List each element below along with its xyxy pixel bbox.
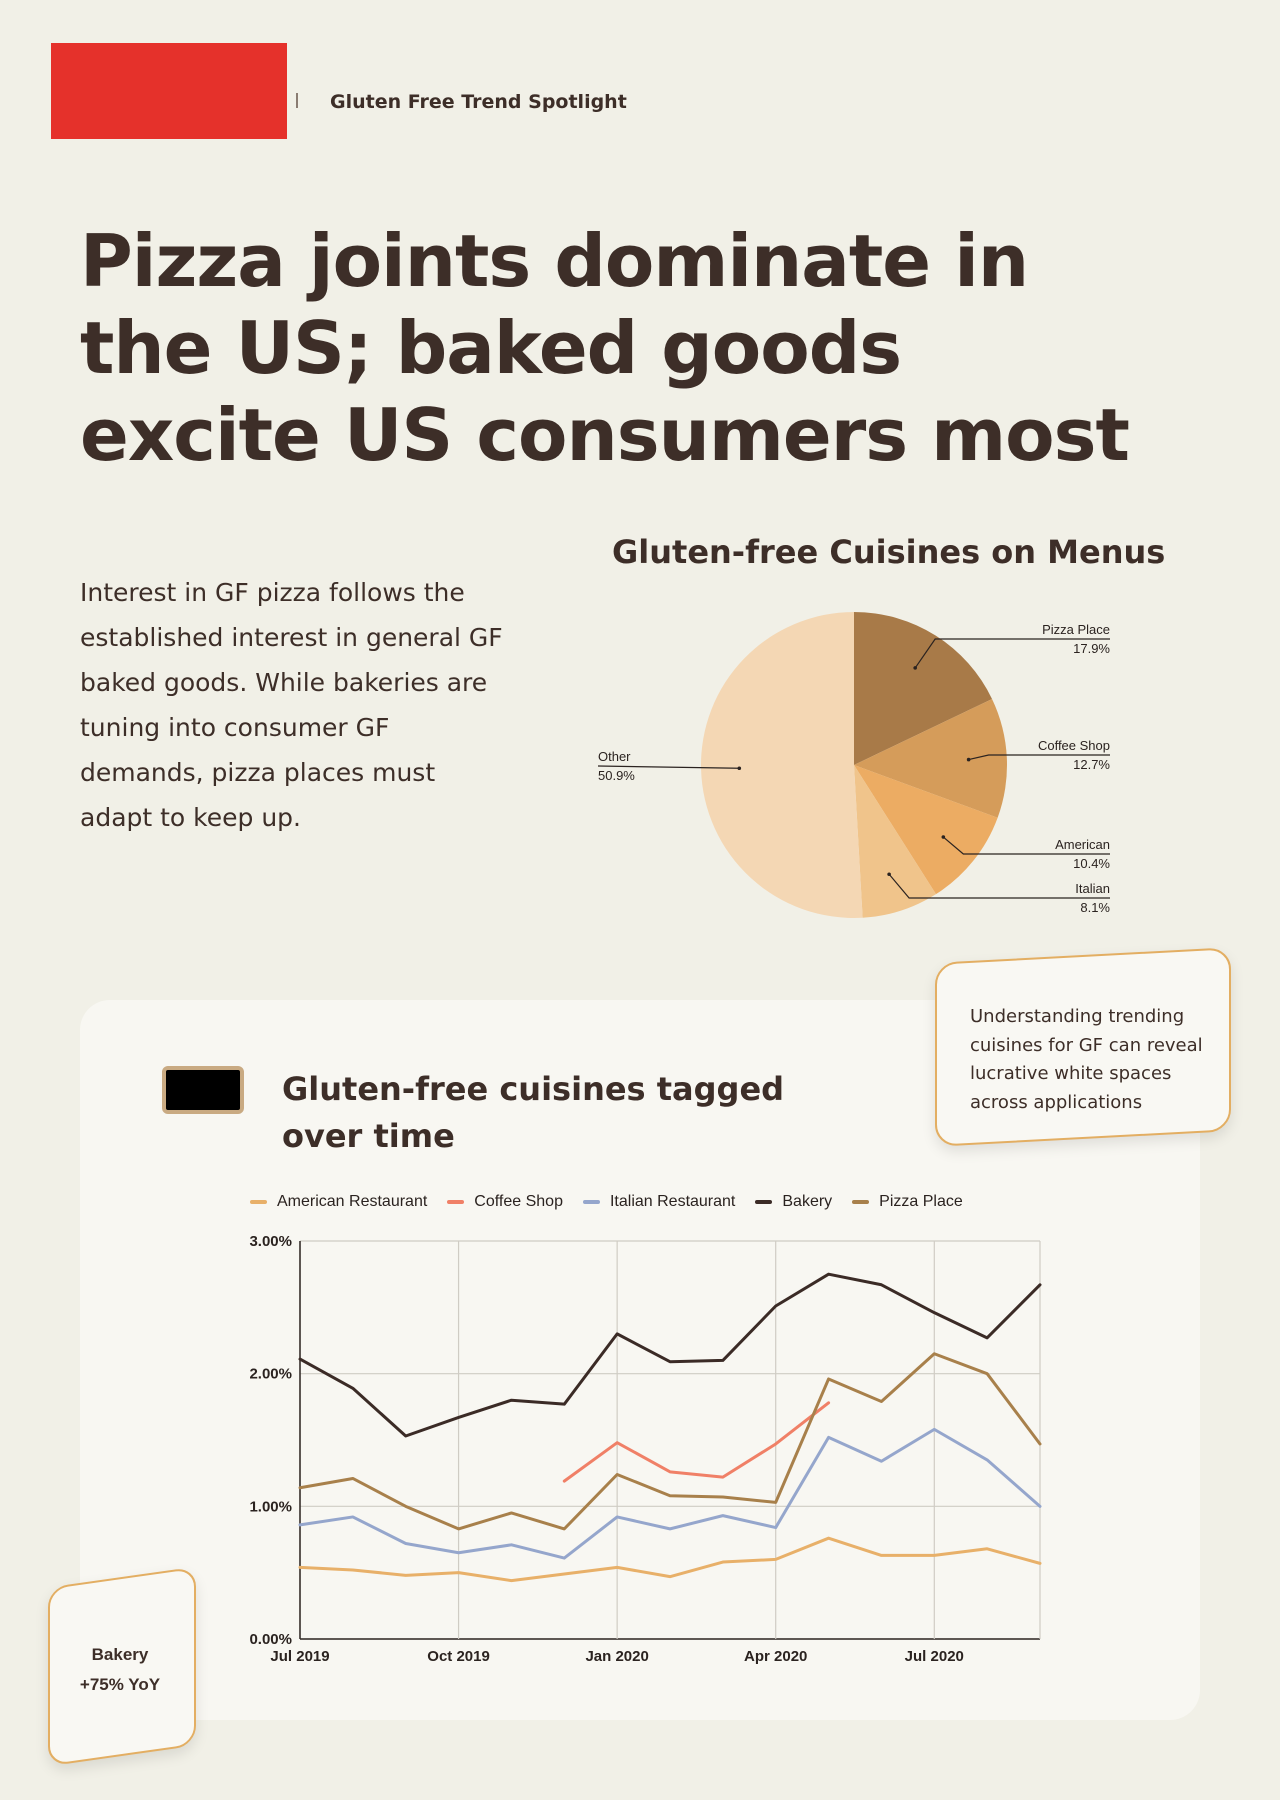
pie-value-coffee-shop: 12.7% [1073, 757, 1110, 772]
pie-value-italian: 8.1% [1080, 900, 1110, 915]
legend-swatch-coffee-shop [447, 1200, 465, 1204]
legend-label-american-restaurant: American Restaurant [277, 1193, 428, 1210]
pie-leader-dot-pizza-place [913, 666, 917, 670]
series-line-bakery [298, 1272, 1042, 1438]
legend-item-coffee-shop: Coffee Shop [447, 1193, 563, 1211]
intro-paragraph: Interest in GF pizza follows the establi… [80, 578, 503, 832]
legend-item-italian-restaurant: Italian Restaurant [582, 1193, 736, 1211]
x-tick-label: Oct 2019 [427, 1648, 490, 1665]
series-line-coffee-shop [562, 1401, 831, 1483]
pie-label-american: American [1055, 837, 1110, 852]
pie-leader-other [597, 765, 740, 769]
pie-leader-american [942, 836, 1110, 855]
pie-chart: Pizza Place 17.9% Coffee Shop 12.7% American… [597, 612, 1110, 918]
callout-text: Understanding trending cuisines for GF c… [970, 1006, 1203, 1113]
legend-label-coffee-shop: Coffee Shop [474, 1193, 563, 1210]
legend-item-american-restaurant: American Restaurant [250, 1193, 427, 1211]
pie-slice-american [854, 765, 998, 895]
pie-label-other: Other [598, 749, 631, 764]
yoy-badge [48, 1566, 196, 1767]
pie-leader-dot-italian [887, 872, 891, 877]
pie-leader-dot-other [737, 766, 742, 771]
pie-leader-coffee-shop [968, 754, 1110, 761]
line-chart-title: Gluten-free cuisines tagged over time [282, 1070, 785, 1155]
legend-label-italian-restaurant: Italian Restaurant [609, 1193, 736, 1210]
pie-slice-pizza-place [854, 612, 993, 765]
legend-swatch-american-restaurant [250, 1200, 267, 1204]
line-chart: 0.00% 1.00% 2.00% 3.00% Jul 2019 Oct 2019 Jan … [249, 1233, 1042, 1665]
pie-slice-italian [854, 765, 936, 918]
series-line-italian-restaurant [298, 1427, 1042, 1560]
legend-swatch-bakery [755, 1200, 773, 1204]
card-icon [162, 1066, 244, 1114]
y-tick-label: 2.00% [249, 1366, 292, 1383]
pie-leader-dot-american [941, 835, 946, 839]
page-headline: Pizza joints dominate in the US; baked g… [80, 219, 1130, 477]
line-chart-legend: American Restaurant Coffee Shop Italian Re… [250, 1193, 963, 1211]
pie-value-other: 50.9% [598, 768, 635, 783]
pie-value-pizza-place: 17.9% [1073, 641, 1110, 656]
pie-leader-pizza-place [914, 638, 1110, 669]
header-divider [296, 93, 298, 108]
yoy-badge-value: +75% YoY [79, 1675, 161, 1694]
legend-item-bakery: Bakery [755, 1193, 832, 1211]
x-tick-label: Jan 2020 [585, 1648, 648, 1665]
yoy-badge-label: Bakery [91, 1645, 149, 1664]
series-line-pizza-place [298, 1352, 1042, 1531]
series-line-american-restaurant [298, 1536, 1042, 1583]
pie-label-coffee-shop: Coffee Shop [1038, 738, 1110, 753]
pie-leader-dot-coffee-shop [966, 757, 971, 762]
pie-label-pizza-place: Pizza Place [1042, 622, 1110, 637]
pie-slice-coffee-shop [854, 698, 1007, 818]
pie-chart-title: Gluten-free Cuisines on Menus [612, 533, 1166, 571]
pie-slice-other [701, 612, 863, 918]
legend-swatch-pizza-place [852, 1200, 870, 1204]
legend-item-pizza-place: Pizza Place [852, 1193, 963, 1211]
y-tick-label: 0.00% [249, 1631, 292, 1648]
x-tick-label: Jul 2020 [905, 1648, 964, 1665]
y-tick-label: 3.00% [249, 1233, 292, 1250]
header-title: Gluten Free Trend Spotlight [330, 91, 627, 113]
legend-label-bakery: Bakery [782, 1193, 833, 1210]
pie-label-italian: Italian [1075, 881, 1110, 896]
legend-label-pizza-place: Pizza Place [879, 1193, 963, 1210]
brand-block [51, 43, 287, 139]
legend-swatch-italian-restaurant [582, 1200, 600, 1204]
pie-value-american: 10.4% [1073, 856, 1110, 871]
pie-leader-italian [888, 873, 1110, 899]
x-tick-label: Jul 2019 [270, 1648, 329, 1665]
x-tick-label: Apr 2020 [744, 1648, 807, 1665]
y-tick-label: 1.00% [249, 1498, 292, 1515]
